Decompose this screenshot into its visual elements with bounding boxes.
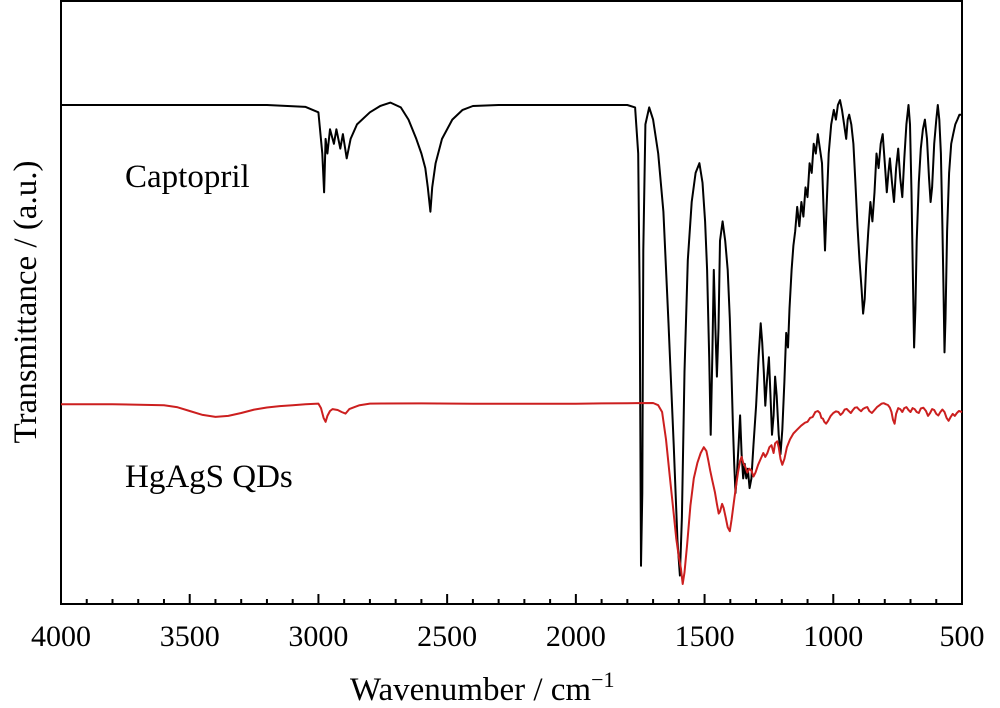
y-axis-title: Transmittance / (a.u.) [8,161,44,444]
series-layer [61,99,963,585]
x-axis-title-superscript: −1 [591,667,614,692]
x-tick-label: 1500 [675,620,735,653]
series-label-captopril: Captopril [125,159,250,195]
x-tick-labels: 4000 3500 3000 2500 2000 1500 1000 500 [31,620,985,653]
series-line-captopril [61,99,962,577]
x-tick-label: 500 [940,620,985,653]
x-tick-label: 3500 [160,620,220,653]
x-axis-title-main: Wavenumber / cm [350,672,591,708]
x-axis-title: Wavenumber / cm−1 [350,667,615,708]
series-label-hgags-qds: HgAgS QDs [125,459,293,495]
x-tick-label: 2500 [417,620,477,653]
x-ticks [85,594,938,604]
x-tick-label: 3000 [288,620,348,653]
x-tick-label: 1000 [803,620,863,653]
x-tick-label: 2000 [546,620,606,653]
x-tick-label: 4000 [31,620,91,653]
series-line-hgags-qds [61,402,963,585]
plot-frame [60,0,963,605]
